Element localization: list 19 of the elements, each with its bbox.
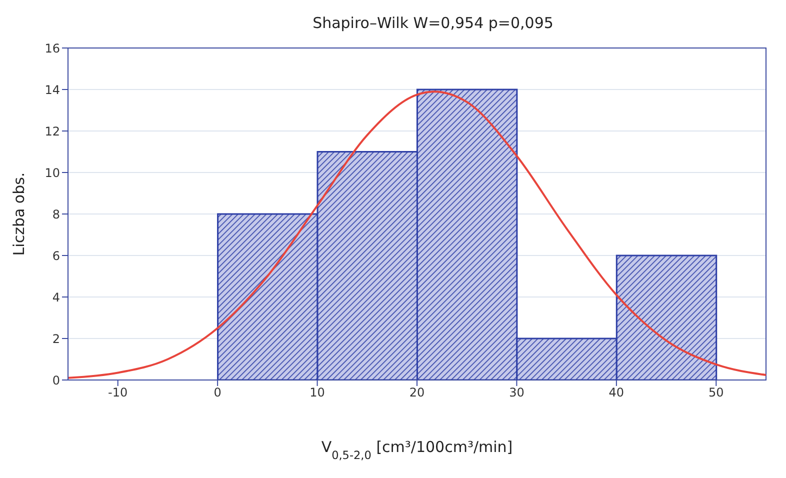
x-tick-label: -10	[108, 386, 128, 400]
x-tick-label: 30	[509, 386, 524, 400]
y-tick-label: 12	[44, 124, 60, 138]
x-axis-title: V$_{0,5-2,0}$ [cm³/100cm³/min]	[321, 438, 513, 462]
y-tick-label: 4	[52, 290, 60, 304]
chart-title: Shapiro–Wilk W=0,954 p=0,095	[312, 14, 554, 32]
x-tick-label: 40	[608, 386, 624, 400]
x-tick-label: 50	[708, 386, 724, 400]
y-tick-label: 14	[44, 82, 60, 97]
y-axis-title: Liczba obs.	[10, 172, 28, 256]
x-tick-label: 20	[409, 386, 425, 400]
y-tick-label: 16	[44, 41, 60, 56]
y-tick-label: 2	[52, 332, 60, 346]
y-tick-label: 6	[52, 248, 60, 263]
y-tick-label: 10	[44, 166, 60, 180]
y-tick-label: 8	[52, 207, 60, 222]
y-tick-label: 0	[52, 373, 60, 388]
x-tick-label: 10	[310, 386, 325, 400]
x-tick-label: 0	[214, 386, 222, 400]
